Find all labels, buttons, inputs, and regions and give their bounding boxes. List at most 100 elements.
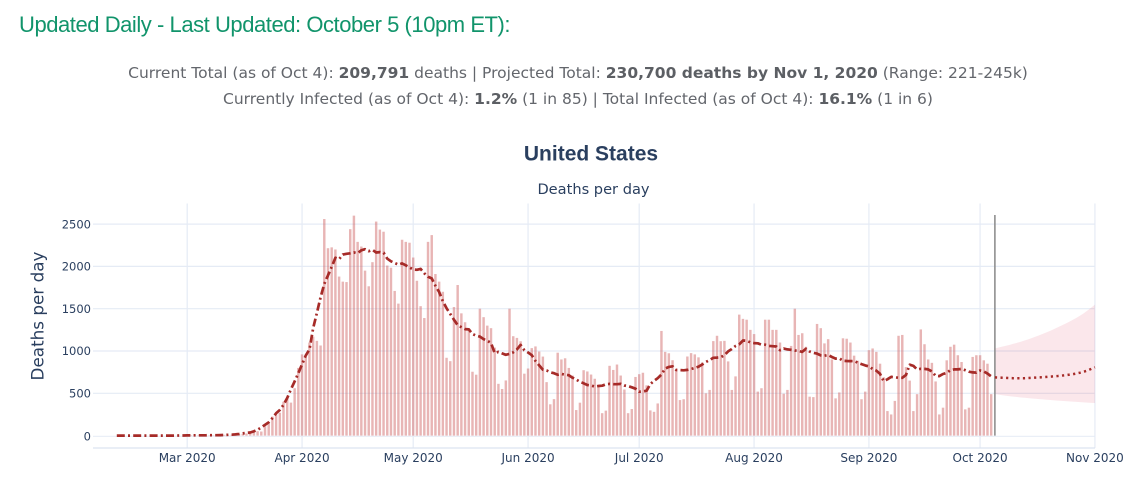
daily-deaths-bar <box>582 370 584 435</box>
daily-deaths-bar <box>838 392 840 435</box>
daily-deaths-bar <box>556 353 558 436</box>
daily-deaths-bar <box>386 266 388 436</box>
x-tick-label: Jul 2020 <box>614 451 664 465</box>
chart-title: United States <box>524 143 658 166</box>
daily-deaths-bar <box>979 355 981 435</box>
daily-deaths-bar <box>531 348 533 435</box>
daily-deaths-bar <box>590 375 592 436</box>
x-tick-label: May 2020 <box>384 451 443 465</box>
y-tick-label: 500 <box>69 387 91 401</box>
daily-deaths-bar <box>393 291 395 436</box>
daily-deaths-bar <box>760 388 762 435</box>
daily-deaths-bar <box>883 377 885 435</box>
daily-deaths-bar <box>905 367 907 436</box>
daily-deaths-bar <box>256 431 258 435</box>
daily-deaths-bar <box>949 347 951 436</box>
daily-deaths-bar <box>757 392 759 436</box>
daily-deaths-bar <box>990 394 992 435</box>
daily-deaths-bar <box>575 410 577 436</box>
daily-deaths-bar <box>805 347 807 436</box>
daily-deaths-bar <box>427 242 429 436</box>
daily-deaths-bar <box>694 354 696 435</box>
daily-deaths-bar <box>345 282 347 436</box>
daily-deaths-bar <box>286 398 288 436</box>
daily-deaths-bar <box>419 306 421 435</box>
daily-deaths-bar <box>682 399 684 435</box>
daily-deaths-bar <box>438 282 440 436</box>
daily-deaths-bar <box>738 315 740 436</box>
daily-deaths-bar <box>423 318 425 436</box>
daily-deaths-bar <box>360 247 362 436</box>
daily-deaths-bar <box>523 374 525 436</box>
daily-deaths-bar <box>675 369 677 436</box>
daily-deaths-bar <box>857 361 859 436</box>
daily-deaths-bar <box>623 389 625 435</box>
daily-deaths-bar <box>627 413 629 435</box>
daily-deaths-bar <box>308 343 310 436</box>
daily-deaths-bar <box>794 309 796 436</box>
daily-deaths-bar <box>971 357 973 436</box>
daily-deaths-bar <box>823 343 825 435</box>
daily-deaths-bar <box>834 398 836 435</box>
daily-deaths-bar <box>634 377 636 436</box>
daily-deaths-bar <box>745 320 747 436</box>
daily-deaths-bar <box>482 317 484 435</box>
daily-deaths-bar <box>586 371 588 435</box>
y-tick-label: 2000 <box>62 260 91 274</box>
daily-deaths-bar <box>764 320 766 436</box>
daily-deaths-bar <box>297 368 299 436</box>
lines-layer <box>117 215 1095 436</box>
daily-deaths-bar <box>601 413 603 435</box>
daily-deaths-bar <box>942 408 944 436</box>
daily-deaths-bar <box>657 403 659 435</box>
daily-deaths-bar <box>660 331 662 436</box>
daily-deaths-bar <box>705 393 707 435</box>
daily-deaths-bar <box>412 258 414 436</box>
bars-layer <box>190 216 993 436</box>
daily-deaths-bar <box>508 309 510 436</box>
x-tick-label: Sep 2020 <box>840 451 897 465</box>
daily-deaths-bar <box>267 424 269 436</box>
daily-deaths-bar <box>293 388 295 435</box>
daily-deaths-bar <box>853 356 855 436</box>
daily-deaths-bar <box>653 412 655 436</box>
daily-deaths-bar <box>886 411 888 436</box>
daily-deaths-bar <box>449 361 451 435</box>
daily-deaths-bar <box>549 404 551 435</box>
y-tick-label: 1500 <box>62 302 91 316</box>
daily-deaths-bar <box>957 355 959 435</box>
daily-deaths-bar <box>323 219 325 436</box>
daily-deaths-bar <box>664 352 666 436</box>
daily-deaths-bar <box>975 355 977 435</box>
daily-deaths-bar <box>353 216 355 436</box>
daily-deaths-bar <box>753 334 755 436</box>
x-tick-label: Jun 2020 <box>501 451 555 465</box>
daily-deaths-bar <box>594 379 596 436</box>
daily-deaths-bar <box>597 387 599 435</box>
daily-deaths-bar <box>364 271 366 436</box>
daily-deaths-bar <box>553 399 555 435</box>
daily-deaths-bar <box>264 426 266 435</box>
daily-deaths-bar <box>768 320 770 436</box>
daily-deaths-bar <box>812 397 814 435</box>
daily-deaths-bar <box>968 408 970 436</box>
daily-deaths-bar <box>390 268 392 436</box>
projection-confidence-band <box>995 305 1095 403</box>
daily-deaths-bar <box>864 392 866 436</box>
daily-deaths-bar <box>608 366 610 436</box>
daily-deaths-bar <box>786 390 788 436</box>
daily-deaths-bar <box>408 243 410 436</box>
daily-deaths-bar <box>934 381 936 435</box>
daily-deaths-bar <box>279 413 281 436</box>
daily-deaths-bar <box>312 337 314 436</box>
daily-deaths-bar <box>330 247 332 435</box>
daily-deaths-bar <box>716 336 718 436</box>
daily-deaths-bar <box>445 358 447 436</box>
daily-deaths-bar <box>782 394 784 436</box>
daily-deaths-bar <box>964 409 966 435</box>
daily-deaths-bar <box>649 410 651 435</box>
daily-deaths-bar <box>690 353 692 435</box>
daily-deaths-bar <box>842 338 844 435</box>
x-tick-label: Mar 2020 <box>159 451 216 465</box>
